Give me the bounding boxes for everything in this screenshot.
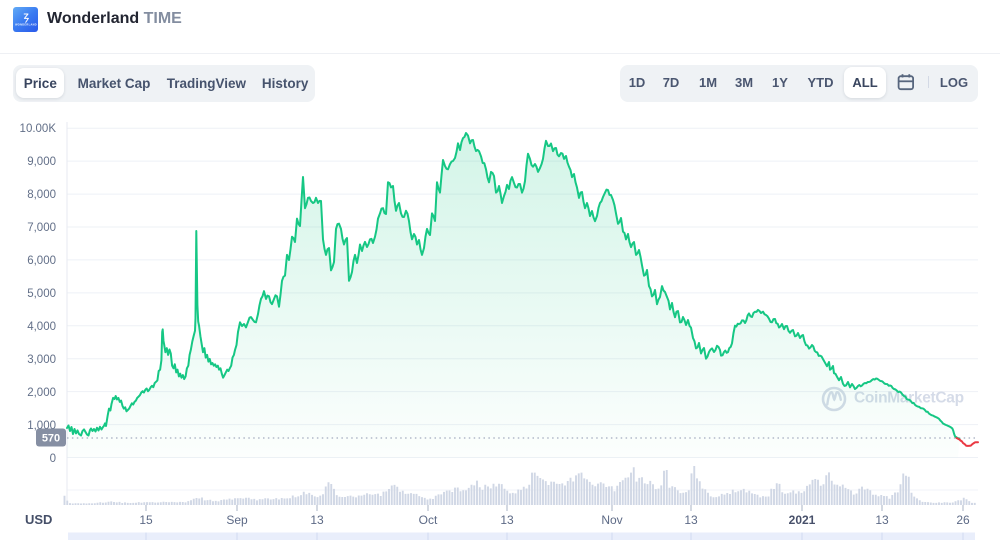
svg-text:Oct: Oct	[419, 513, 438, 527]
svg-text:2021: 2021	[789, 513, 816, 527]
svg-text:6,000: 6,000	[27, 255, 56, 267]
svg-text:8,000: 8,000	[27, 189, 56, 201]
svg-text:5,000: 5,000	[27, 288, 56, 300]
svg-text:0: 0	[50, 453, 56, 465]
svg-text:Nov: Nov	[601, 513, 622, 527]
svg-text:13: 13	[684, 513, 698, 527]
svg-text:7,000: 7,000	[27, 222, 56, 234]
svg-text:13: 13	[310, 513, 324, 527]
svg-text:USD: USD	[25, 512, 52, 527]
svg-text:4,000: 4,000	[27, 321, 56, 333]
svg-text:2,000: 2,000	[27, 387, 56, 399]
svg-text:3,000: 3,000	[27, 354, 56, 366]
svg-text:13: 13	[500, 513, 514, 527]
svg-text:13: 13	[875, 513, 889, 527]
svg-text:570: 570	[42, 433, 60, 445]
svg-text:10.00K: 10.00K	[20, 123, 57, 135]
svg-text:WONDERLAND: WONDERLAND	[15, 24, 37, 27]
svg-text:26: 26	[956, 513, 970, 527]
svg-text:15: 15	[139, 513, 153, 527]
svg-text:9,000: 9,000	[27, 156, 56, 168]
svg-text:Sep: Sep	[226, 513, 248, 527]
